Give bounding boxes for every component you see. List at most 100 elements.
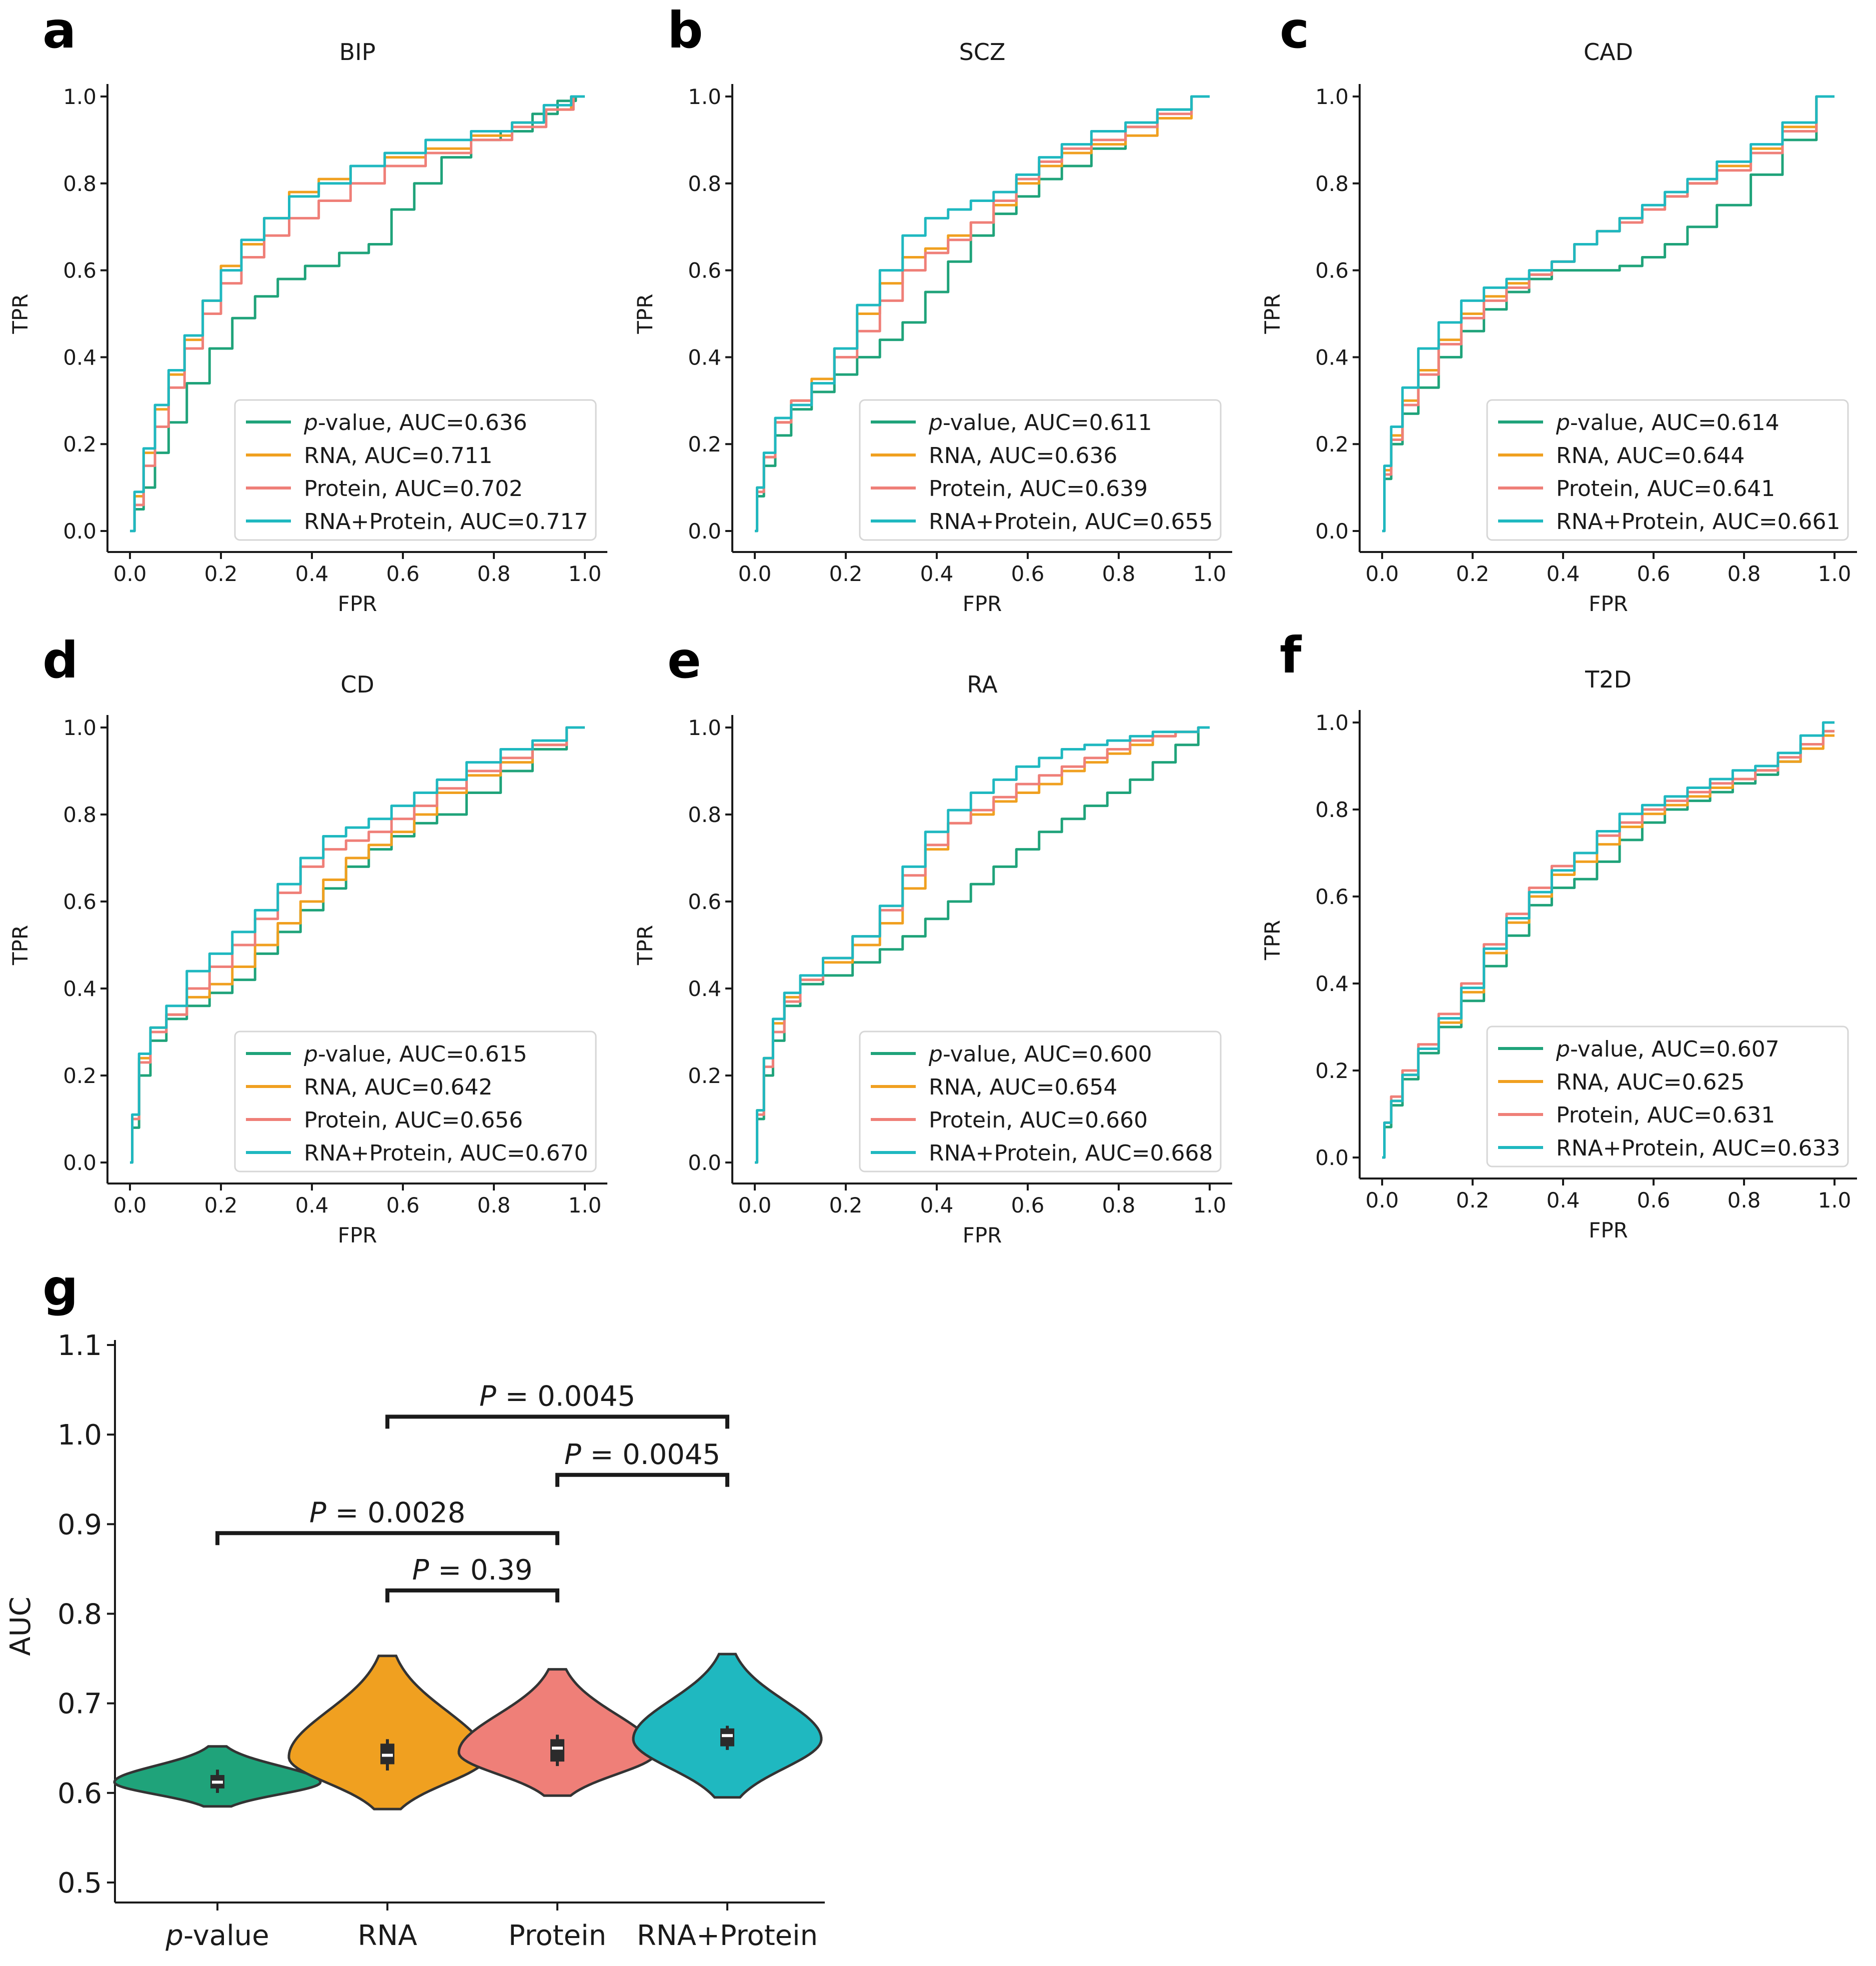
x-tick-label-rnaprotein-text: RNA+Protein — [637, 1920, 818, 1952]
y-tick-label: 0.8 — [63, 172, 96, 196]
y-tick-label: 0.0 — [63, 1150, 96, 1175]
x-tick-label: 1.0 — [1818, 562, 1852, 586]
legend: p-value, AUC=0.615 RNA, AUC=0.642 Protein,… — [234, 1030, 597, 1172]
significance-label-italic: P — [309, 1496, 326, 1529]
legend-label-protein-text: Protein, AUC=0.639 — [929, 476, 1148, 502]
significance-bracket — [385, 1588, 559, 1602]
y-tick-label: 0.0 — [688, 519, 721, 544]
significance-label: P = 0.0045 — [479, 1380, 635, 1412]
roc-curve-rnaprotein — [755, 95, 1210, 532]
y-tick-label: 0.6 — [1315, 258, 1349, 283]
legend-label-pvalue-text: -value, AUC=0.615 — [318, 1042, 527, 1067]
x-axis-label: FPR — [338, 592, 377, 616]
panel-letter: e — [667, 631, 701, 690]
legend-label-pvalue: p-value, AUC=0.614 — [1556, 410, 1780, 436]
x-tick-label: 0.8 — [477, 562, 511, 586]
legend-label-pvalue: p-value, AUC=0.600 — [928, 1042, 1152, 1067]
roc-curve-rnaprotein — [1382, 95, 1835, 532]
significance-label: P = 0.39 — [412, 1554, 533, 1586]
legend-label-pvalue-italic: p — [928, 1042, 943, 1067]
legend-frame — [859, 399, 1222, 541]
legend-label-rna: RNA, AUC=0.636 — [929, 443, 1117, 468]
legend-label-rna-text: RNA, AUC=0.636 — [929, 443, 1117, 468]
legend: p-value, AUC=0.611 RNA, AUC=0.636 Protein,… — [859, 399, 1222, 541]
panel-letter: f — [1280, 626, 1302, 684]
x-tick-label: 0.6 — [1637, 562, 1671, 586]
legend-label-rnaprotein: RNA+Protein, AUC=0.668 — [929, 1140, 1213, 1166]
legend-label-protein: Protein, AUC=0.631 — [1556, 1102, 1775, 1128]
y-tick-label: 0.2 — [1315, 1058, 1349, 1083]
x-tick-label: 0.8 — [1102, 562, 1136, 586]
legend-label-rna-text: RNA, AUC=0.711 — [304, 443, 492, 468]
legend-label-rna: RNA, AUC=0.654 — [929, 1074, 1117, 1100]
legend-label-protein-text: Protein, AUC=0.631 — [1556, 1102, 1775, 1128]
violin-rnaprotein — [632, 1652, 823, 1799]
y-axis-label: TPR — [8, 925, 32, 966]
legend-label-rnaprotein-text: RNA+Protein, AUC=0.633 — [1556, 1136, 1841, 1161]
y-tick-label: 1.0 — [688, 716, 721, 740]
x-tick-label: 0.8 — [1728, 562, 1761, 586]
significance-label-italic: P — [564, 1438, 581, 1471]
x-axis-label: FPR — [963, 592, 1002, 616]
median-mark-pvalue — [212, 1780, 223, 1784]
y-tick-label: 0.2 — [63, 1064, 96, 1088]
legend-label-rnaprotein-text: RNA+Protein, AUC=0.655 — [929, 509, 1213, 534]
x-axis-label: FPR — [963, 1223, 1002, 1248]
significance-label-text: = 0.0028 — [326, 1496, 465, 1529]
significance-bracket — [555, 1472, 729, 1487]
y-tick-label: 0.4 — [63, 976, 96, 1001]
x-tick-label: 0.8 — [1102, 1193, 1136, 1218]
legend-label-pvalue: p-value, AUC=0.636 — [303, 410, 527, 436]
iqr-box-protein — [550, 1739, 564, 1762]
x-axis-label: FPR — [1589, 1218, 1628, 1242]
x-tick-label-rnaprotein: RNA+Protein — [637, 1920, 818, 1952]
significance-bracket — [215, 1531, 559, 1546]
significance-label-italic: P — [479, 1380, 496, 1412]
legend-label-rnaprotein-text: RNA+Protein, AUC=0.668 — [929, 1140, 1213, 1166]
legend-label-pvalue: p-value, AUC=0.611 — [928, 410, 1152, 436]
panel-title: SCZ — [959, 38, 1006, 66]
panel-f: f T2D 0.0 0.2 0.4 0.6 0.8 1.0 0.0 0.2 0.4 0.6 0.8 1.0… — [1260, 626, 1857, 1242]
legend-label-pvalue-text: -value, AUC=0.611 — [943, 410, 1152, 436]
y-tick-label: 0.0 — [688, 1150, 721, 1175]
y-axis-label: TPR — [1260, 920, 1285, 960]
x-tick-label: 0.2 — [204, 562, 238, 586]
x-tick-label: 1.0 — [568, 562, 602, 586]
roc-curve-protein — [130, 95, 585, 532]
x-tick-label-pvalue-text: -value — [183, 1920, 269, 1952]
x-tick-label: 0.2 — [829, 562, 863, 586]
legend-label-rnaprotein-text: RNA+Protein, AUC=0.670 — [304, 1140, 588, 1166]
roc-curve-rnaprotein — [755, 726, 1210, 1164]
x-tick-label-pvalue-italic: p — [165, 1920, 183, 1952]
legend-label-pvalue-italic: p — [303, 410, 318, 436]
x-tick-label-rna: RNA — [357, 1920, 417, 1952]
legend-label-pvalue-text: -value, AUC=0.614 — [1570, 410, 1780, 436]
y-tick-label: 0.7 — [57, 1688, 102, 1720]
x-axis-label: FPR — [338, 1223, 377, 1248]
y-tick-label: 1.0 — [1315, 710, 1349, 735]
legend-label-protein: Protein, AUC=0.641 — [1556, 476, 1775, 502]
panel-letter: c — [1280, 1, 1309, 60]
legend: p-value, AUC=0.607 RNA, AUC=0.625 Protein,… — [1486, 1026, 1849, 1168]
significance-label-text: = 0.39 — [429, 1554, 532, 1586]
panel-e: e RA 0.0 0.2 0.4 0.6 0.8 1.0 0.0 0.2 0.4 0.6 0.8 1.0 F… — [633, 631, 1232, 1248]
significance-label: P = 0.0028 — [309, 1496, 465, 1529]
y-tick-label: 0.9 — [57, 1508, 102, 1541]
y-tick-label: 1.1 — [57, 1330, 102, 1362]
panel-letter: a — [42, 1, 76, 60]
y-axis-label: AUC — [4, 1596, 37, 1656]
legend-label-rnaprotein: RNA+Protein, AUC=0.633 — [1556, 1136, 1841, 1161]
y-tick-label: 0.4 — [1315, 972, 1349, 996]
y-axis-label: TPR — [633, 925, 657, 966]
x-tick-label: 0.2 — [1456, 562, 1490, 586]
x-tick-label-protein: Protein — [508, 1920, 606, 1952]
panel-title: RA — [967, 671, 998, 698]
y-tick-label: 0.8 — [63, 802, 96, 827]
legend-label-pvalue: p-value, AUC=0.607 — [1556, 1036, 1780, 1062]
y-tick-label: 0.8 — [1315, 172, 1349, 196]
legend-label-rnaprotein: RNA+Protein, AUC=0.670 — [304, 1140, 588, 1166]
panel-c: c CAD 0.0 0.2 0.4 0.6 0.8 1.0 0.0 0.2 0.4 0.6 0.8 1.0… — [1260, 1, 1857, 616]
legend-label-rna: RNA, AUC=0.711 — [304, 443, 492, 468]
x-tick-label: 0.6 — [1011, 1193, 1045, 1218]
